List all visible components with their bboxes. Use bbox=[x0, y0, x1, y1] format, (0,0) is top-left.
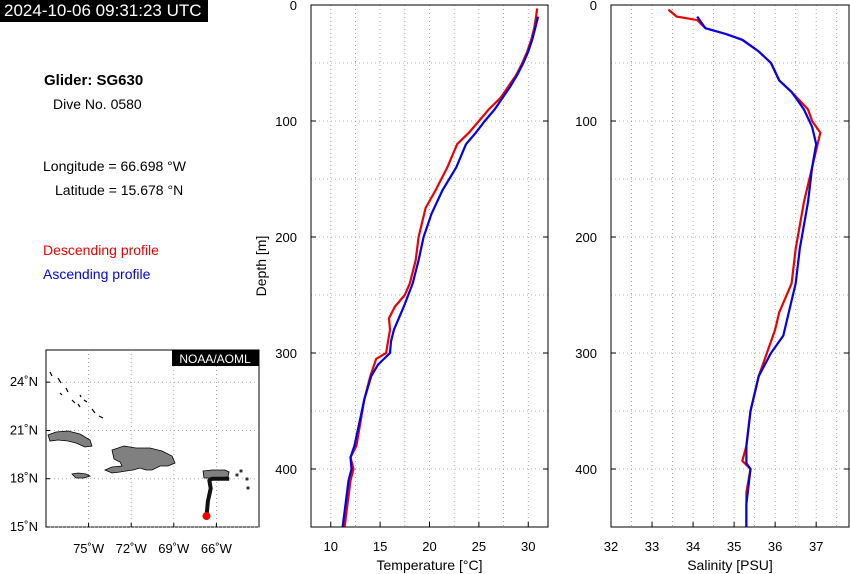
legend-descending: Descending profile bbox=[43, 242, 159, 258]
y-tick-label: 200 bbox=[275, 230, 297, 245]
y-tick-label: 400 bbox=[575, 462, 597, 477]
map-credit-box bbox=[172, 350, 259, 366]
y-tick-label: 300 bbox=[275, 346, 297, 361]
salinity-x-ticks: 32 33 34 35 36 37 bbox=[604, 522, 823, 554]
descending-profile-line bbox=[343, 8, 539, 528]
salinity-grid bbox=[611, 5, 849, 527]
legend-ascending: Ascending profile bbox=[43, 266, 151, 282]
ascending-profile-line bbox=[696, 15, 818, 527]
salinity-frame bbox=[610, 4, 850, 528]
x-tick-label: 32 bbox=[604, 539, 618, 554]
x-tick-label: 34 bbox=[686, 539, 700, 554]
salinity-series bbox=[667, 8, 822, 527]
y-tick-label: 200 bbox=[575, 230, 597, 245]
x-tick-label: 20 bbox=[422, 539, 436, 554]
dive-number: Dive No. 0580 bbox=[53, 96, 142, 112]
glider-title: Glider: SG630 bbox=[44, 72, 144, 89]
land-small-islands bbox=[235, 469, 250, 490]
temperature-grid bbox=[311, 5, 548, 527]
map-latitude-ticks: 15˚N 18˚N 21˚N 24˚N bbox=[10, 374, 50, 534]
x-tick-label: 35 bbox=[727, 539, 741, 554]
latitude-label: Latitude = 15.678 °N bbox=[55, 182, 184, 198]
land-cuba bbox=[47, 430, 93, 448]
y-tick-label: 0 bbox=[590, 0, 597, 13]
y-tick-label: 300 bbox=[575, 346, 597, 361]
ascending-profile-line bbox=[341, 16, 540, 528]
x-tick-label: 10 bbox=[324, 539, 338, 554]
longitude-label: Longitude = 66.698 °W bbox=[43, 158, 186, 174]
location-map: NOAA/AOML 75˚W 72˚W 69˚W 66˚W 15˚N 18˚N 21˚N 2… bbox=[10, 349, 260, 556]
map-x-tick-label: 72˚W bbox=[116, 541, 148, 556]
x-tick-label: 15 bbox=[373, 539, 387, 554]
y-tick-label: 400 bbox=[275, 462, 297, 477]
temperature-plot: 10 15 20 25 30 0 100 200 300 400 Temperature [°C… bbox=[253, 0, 549, 573]
glider-position-marker bbox=[202, 512, 211, 521]
map-x-tick-label: 75˚W bbox=[73, 541, 105, 556]
map-longitude-ticks: 75˚W 72˚W 69˚W 66˚W bbox=[73, 523, 233, 556]
map-y-tick-label: 21˚N bbox=[10, 422, 38, 437]
x-tick-label: 25 bbox=[472, 539, 486, 554]
glider-track bbox=[204, 476, 230, 517]
land-puerto-rico bbox=[202, 469, 230, 479]
land-hispaniola bbox=[103, 445, 176, 474]
salinity-plot: 32 33 34 35 36 37 0 100 200 300 400 Salinity [PSU… bbox=[575, 0, 850, 573]
map-y-tick-label: 15˚N bbox=[10, 519, 38, 534]
land-jamaica bbox=[71, 472, 92, 479]
temperature-y-ticks: 0 100 200 300 400 bbox=[275, 0, 548, 477]
map-credit: NOAA/AOML bbox=[179, 352, 251, 366]
timestamp-label: 2024-10-06 09:31:23 UTC bbox=[0, 0, 208, 22]
map-y-tick-label: 24˚N bbox=[10, 374, 38, 389]
land-bahamas bbox=[49, 371, 104, 419]
map-y-tick-label: 18˚N bbox=[10, 471, 38, 486]
x-tick-label: 36 bbox=[768, 539, 782, 554]
x-tick-label: 30 bbox=[521, 539, 535, 554]
temperature-series bbox=[341, 8, 540, 528]
y-tick-label: 0 bbox=[290, 0, 297, 13]
depth-axis-label: Depth [m] bbox=[253, 236, 269, 297]
map-landmasses bbox=[47, 371, 250, 490]
map-grid bbox=[46, 350, 259, 528]
x-tick-label: 33 bbox=[645, 539, 659, 554]
map-x-tick-label: 69˚W bbox=[158, 541, 190, 556]
y-tick-label: 100 bbox=[275, 114, 297, 129]
salinity-x-axis-label: Salinity [PSU] bbox=[687, 557, 773, 573]
x-tick-label: 37 bbox=[809, 539, 823, 554]
temperature-x-ticks: 10 15 20 25 30 bbox=[324, 522, 535, 554]
y-tick-label: 100 bbox=[575, 114, 597, 129]
map-x-tick-label: 66˚W bbox=[201, 541, 233, 556]
temperature-x-axis-label: Temperature [°C] bbox=[377, 557, 483, 573]
salinity-y-ticks: 0 100 200 300 400 bbox=[575, 0, 849, 477]
